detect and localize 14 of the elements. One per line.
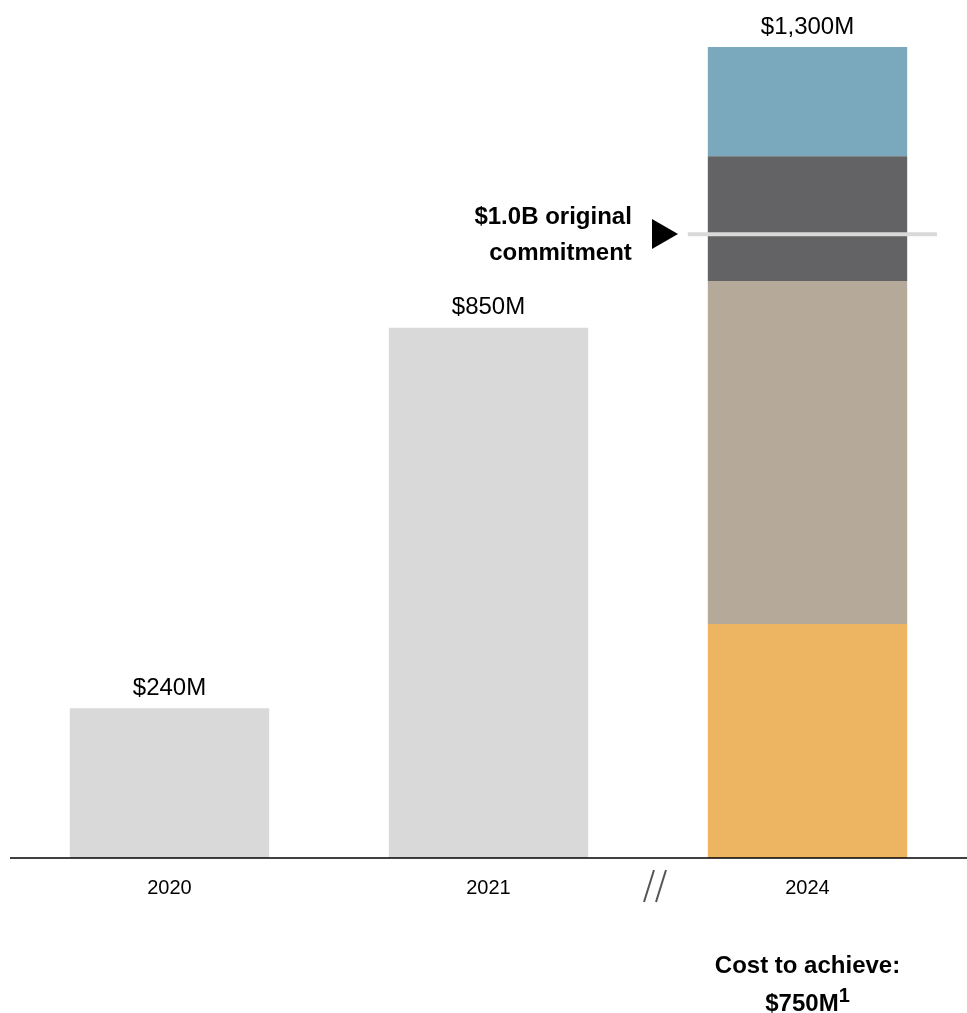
- bar: [707, 47, 908, 157]
- data-label: $240M: [132, 672, 207, 700]
- data-label: $850M: [451, 292, 526, 320]
- bar: [388, 327, 589, 858]
- total-label: $1,300M: [760, 11, 855, 39]
- text: Cost to achieve: $750M$^{1}$: [713, 950, 902, 1013]
- bar: [707, 156, 908, 281]
- x-tick-label: 2021: [466, 875, 511, 898]
- x-tick-label: 2024: [785, 875, 830, 898]
- bar: [69, 708, 270, 858]
- bar: [707, 624, 908, 858]
- ref-line-label: $1.0B original commitment: [474, 201, 632, 265]
- bar: [707, 280, 908, 625]
- x-tick-label: 2020: [147, 875, 192, 898]
